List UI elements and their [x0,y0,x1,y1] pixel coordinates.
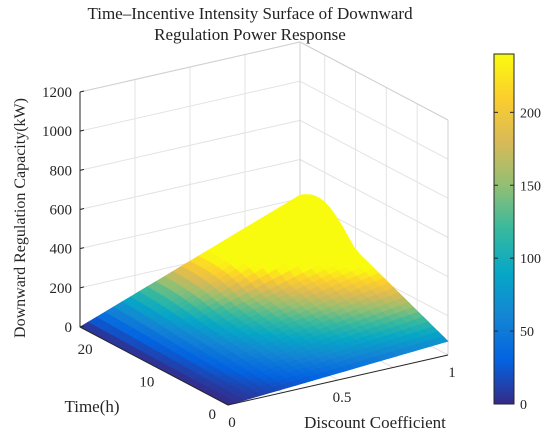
z-tick-mark-6 [79,90,85,93]
y-tick-label: 20 [78,342,93,358]
colorbar-tick-label: 100 [520,252,541,267]
z-tick-label: 1000 [42,124,72,140]
x-axis-line [227,354,449,406]
colorbar: 0 50 100 150 200 [493,53,541,413]
z-tick-mark-2 [79,247,85,250]
z-tick-mark-5 [79,129,85,132]
colorbar-tick-label: 0 [520,398,527,413]
z-tick-label: 200 [50,281,73,297]
chart-title-line-2: Regulation Power Response [154,25,346,44]
y-tick-label: 0 [209,407,217,423]
y-axis-line [79,326,229,406]
y-axis-label: Time(h) [64,397,119,416]
grid-line-z-side-4 [299,119,449,199]
z-tick-label: 1200 [42,85,72,101]
z-tick-mark-1 [79,286,85,289]
y-tick-label: 10 [139,375,154,391]
surface-layer [79,194,449,406]
chart-title-line-1: Time–Incentive Intensity Surface of Down… [87,4,413,23]
x-axis-label: Discount Coefficient [304,413,446,432]
z-tick-label: 800 [50,163,73,179]
x-tick-label: 0 [228,415,236,431]
colorbar-tick-label: 200 [520,106,541,121]
z-tick-label: 0 [65,320,73,336]
x-tick-label: 1 [448,365,456,381]
z-tick-label: 600 [50,203,73,219]
surface-patch [434,336,449,345]
z-tick-mark-0 [79,325,85,328]
colorbar-gradient [493,53,515,405]
x-tick-label: 0.5 [333,390,352,406]
z-tick-mark-3 [79,208,85,210]
colorbar-tick-label: 50 [520,325,534,340]
z-tick-label: 400 [50,242,73,258]
box-edge-3 [79,41,301,93]
z-tick-mark-4 [79,168,85,171]
grid-line-z-side-5 [299,80,449,160]
z-axis-label: Downward Regulation Capacity(kW) [12,98,29,338]
colorbar-tick-label: 150 [520,179,541,194]
box-edge-4 [299,41,449,121]
